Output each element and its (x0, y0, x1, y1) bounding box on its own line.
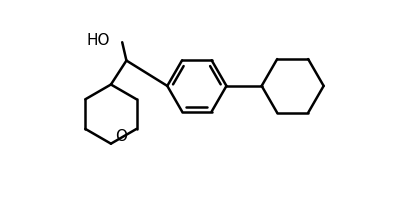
Text: HO: HO (86, 33, 109, 48)
Text: O: O (115, 129, 127, 144)
